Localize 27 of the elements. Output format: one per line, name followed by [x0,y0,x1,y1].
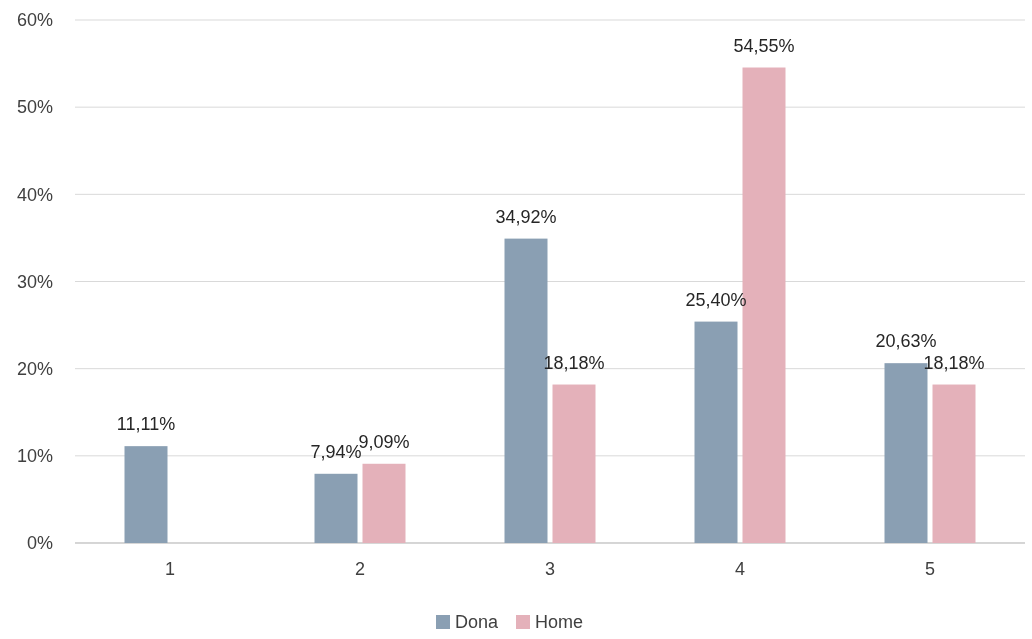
y-tick-label: 10% [16,446,53,467]
x-tick-label: 4 [734,559,746,579]
bar [362,463,406,543]
y-tick-label: 40% [16,184,53,205]
y-tick-label: 0% [26,533,53,554]
data-label: 18,18% [543,352,605,373]
bar [552,384,596,543]
bar [124,446,168,543]
data-label: 18,18% [923,352,985,373]
y-tick-label: 60% [16,10,53,31]
x-tick-label: 3 [544,559,556,579]
data-label: 34,92% [495,206,557,227]
y-tick-label: 50% [16,97,53,118]
bar [932,384,976,543]
y-tick-label: 20% [16,358,53,379]
bar [694,321,738,543]
data-label: 54,55% [733,35,795,56]
data-label: 11,11% [116,414,176,435]
data-label: 20,63% [875,331,937,352]
data-label: 25,40% [685,289,747,310]
bar [314,473,358,543]
x-tick-label: 5 [924,559,936,579]
x-tick-label: 1 [164,559,176,579]
legend-label: Dona [455,612,500,632]
y-tick-label: 30% [16,271,53,292]
x-tick-label: 2 [354,559,366,579]
legend-label: Home [535,612,584,632]
